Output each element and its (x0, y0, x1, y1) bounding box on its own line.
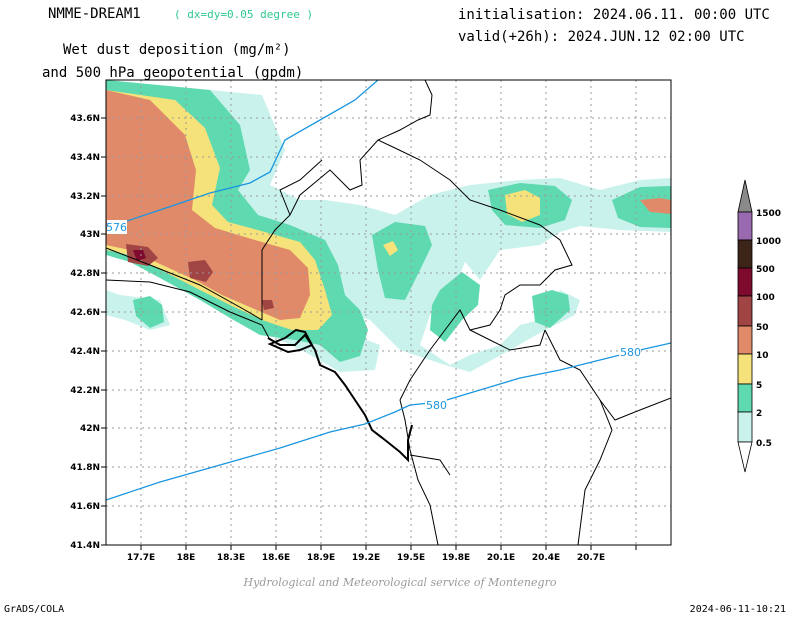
grid-lines (106, 80, 671, 545)
lat-tick-label: 43.4N (70, 153, 100, 163)
border-serbia (377, 139, 573, 401)
lon-labels: 17.7E 18E 18.3E 18.6E 18.9E 19.2E 19.5E … (127, 553, 605, 563)
border-bih-2 (279, 159, 323, 216)
legend-swatch-100 (737, 295, 753, 327)
model-name: NMME-DREAM1 (48, 6, 141, 22)
legend-label-5: 5 (756, 381, 762, 391)
legend-swatch-2 (737, 411, 753, 443)
border-bih-1 (261, 80, 433, 320)
legend-swatch-1500 (737, 211, 753, 241)
legend-swatch-50 (737, 325, 753, 355)
coastline-montenegro (267, 333, 413, 463)
band-50-b (188, 260, 213, 282)
legend-label-500: 500 (756, 265, 775, 275)
lat-tick-label: 43N (80, 230, 100, 240)
lat-tick-label: 41.6N (70, 502, 100, 512)
lat-tick-label: 42N (80, 424, 100, 434)
legend-swatch-500 (737, 267, 753, 297)
lat-labels: 43.6N 43.4N 43.2N 43N 42.8N 42.6N 42.4N … (70, 114, 100, 551)
lon-tick-label: 18E (177, 553, 196, 563)
border-albania-2 (577, 399, 613, 545)
lat-tick-label: 42.8N (70, 269, 100, 279)
legend-label-2: 2 (756, 409, 762, 419)
lon-tick-label: 19.2E (352, 553, 380, 563)
lat-tick-label: 43.6N (70, 114, 100, 124)
contour-label-bg (107, 220, 127, 234)
lon-tick-label: 20.4E (532, 553, 560, 563)
contour-label-580-west: 580 (426, 399, 447, 412)
lat-tick-label: 42.2N (70, 386, 100, 396)
resolution-note: ( dx=dy=0.05 degree ) (174, 8, 314, 21)
deposition-field (106, 80, 671, 372)
contour-label-bg (619, 345, 641, 358)
contour-580-west (106, 404, 411, 501)
lon-tick-label: 18.9E (307, 553, 335, 563)
color-legend (737, 179, 753, 473)
map-title-line1: Wet dust deposition (mg/m²) (63, 42, 291, 58)
credit-line: Hydrological and Meteorological service … (243, 576, 557, 589)
tick-marks (101, 117, 637, 550)
legend-label-1500: 1500 (756, 209, 781, 219)
border-croatia-bih (106, 247, 263, 321)
band-2-f (532, 290, 570, 328)
borders (106, 80, 671, 545)
legend-bottom-arrow (737, 441, 753, 473)
lat-tick-label: 41.8N (70, 463, 100, 473)
initialisation-time: initialisation: 2024.06.11. 00:00 UTC (458, 7, 770, 23)
band-100 (133, 250, 146, 261)
lon-tick-label: 17.7E (127, 553, 155, 563)
legend-label-100: 100 (756, 293, 775, 303)
lon-tick-label: 20.7E (577, 553, 605, 563)
legend-swatch-10 (737, 353, 753, 385)
valid-time: valid(+26h): 2024.JUN.12 02:00 UTC (458, 29, 745, 45)
software-label: GrADS/COLA (4, 604, 65, 615)
band-50-c (262, 300, 274, 310)
legend-label-0-5: 0.5 (756, 439, 772, 449)
lat-tick-label: 43.2N (70, 192, 100, 202)
contour-label-580-east: 580 (620, 346, 641, 359)
contour-label-bg (425, 398, 447, 411)
render-timestamp: 2024-06-11-10:21 (689, 604, 786, 615)
band-10-b (640, 198, 671, 214)
border-kosovo (469, 329, 546, 351)
band-5-b (505, 190, 540, 222)
contour-label-576: 576 (106, 221, 127, 234)
band-2-e (430, 272, 480, 342)
legend-label-50: 50 (756, 323, 769, 333)
legend-label-1000: 1000 (756, 237, 781, 247)
coastline-croatia (106, 279, 271, 341)
legend-top-arrow (737, 179, 753, 213)
legend-swatch-1000 (737, 239, 753, 269)
legend-label-10: 10 (756, 351, 769, 361)
lon-tick-label: 18.3E (217, 553, 245, 563)
border-greece (409, 454, 451, 476)
legend-swatch-5 (737, 383, 753, 413)
band-2-d (612, 186, 671, 228)
bay-of-kotor (267, 328, 314, 354)
lon-tick-label: 19.5E (397, 553, 425, 563)
band-10 (106, 90, 310, 320)
lat-tick-label: 42.6N (70, 308, 100, 318)
border-albania-1 (399, 399, 439, 545)
band-5-c (383, 241, 398, 256)
lat-tick-label: 42.4N (70, 347, 100, 357)
lon-tick-label: 19.8E (442, 553, 470, 563)
lon-tick-label: 18.6E (262, 553, 290, 563)
map-title-line2: and 500 hPa geopotential (gpdm) (42, 65, 304, 81)
contour-576 (106, 80, 379, 229)
band-2-b (372, 222, 432, 300)
legend-labels: 1500 1000 500 100 50 10 5 2 0.5 (756, 209, 781, 449)
lon-tick-label: 20.1E (487, 553, 515, 563)
border-macedonia (544, 329, 671, 421)
lat-tick-label: 41.4N (70, 541, 100, 551)
